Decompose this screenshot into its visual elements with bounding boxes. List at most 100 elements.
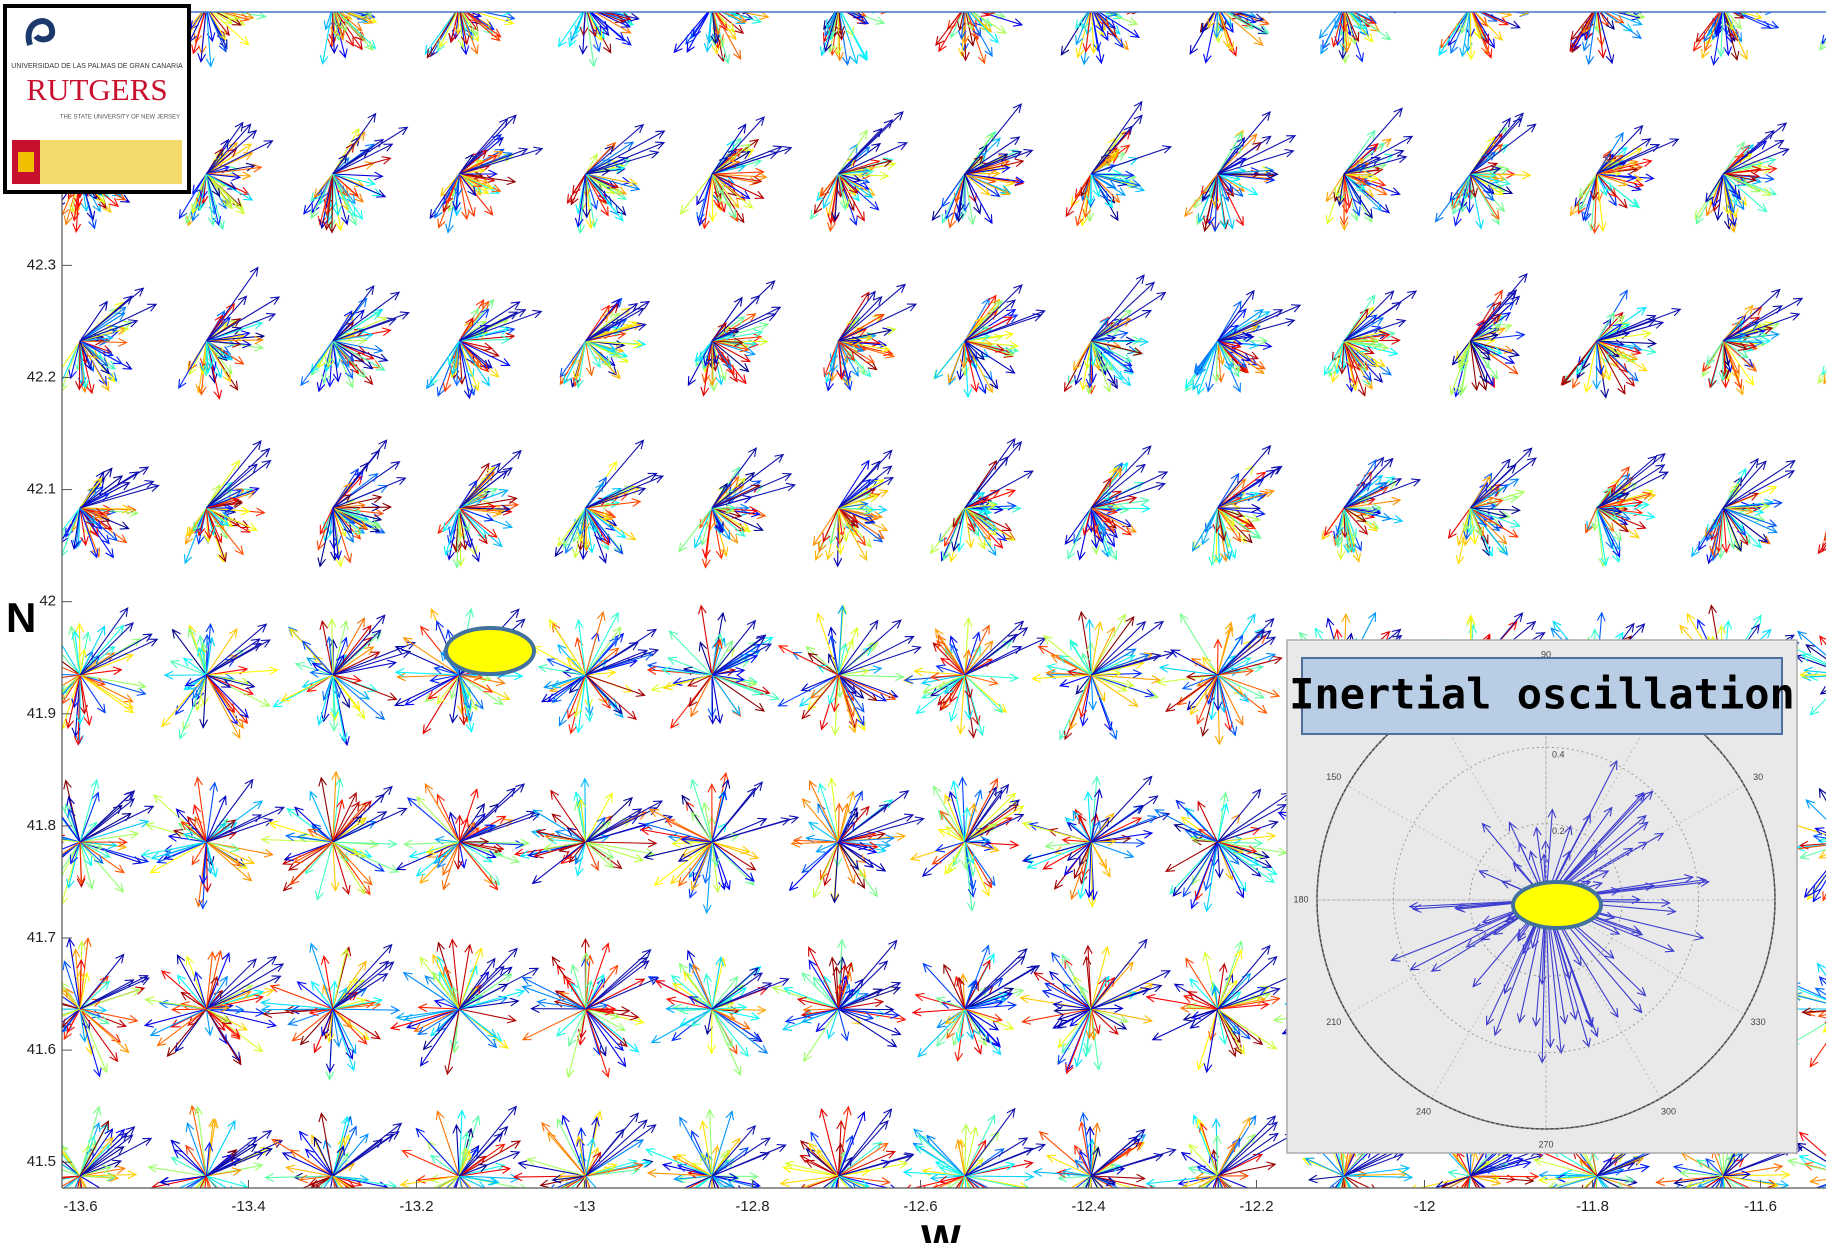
vector-arrow bbox=[586, 125, 644, 174]
rosette bbox=[567, 125, 664, 233]
vector-arrow bbox=[1344, 1176, 1381, 1206]
vector-arrow bbox=[712, 307, 780, 341]
vector-arrow bbox=[1218, 1009, 1277, 1049]
vector-arrow bbox=[425, 784, 459, 842]
rosette bbox=[1193, 446, 1282, 565]
vector-arrow bbox=[1822, 341, 1826, 375]
vector-arrow bbox=[838, 466, 891, 508]
vector-arrow bbox=[165, 842, 207, 856]
vector-arrow bbox=[802, 675, 838, 719]
vector-arrow bbox=[1091, 292, 1165, 341]
rosette bbox=[22, 1107, 151, 1237]
vector-arrow bbox=[206, 644, 260, 675]
vector-arrow bbox=[167, 1009, 206, 1056]
rosette bbox=[904, 618, 1046, 737]
rosette bbox=[1155, 789, 1290, 911]
vector-arrow bbox=[945, 795, 965, 842]
rosette bbox=[681, 117, 792, 228]
rosette bbox=[813, 450, 893, 566]
rosette bbox=[790, 778, 924, 902]
rosette bbox=[1702, 289, 1802, 394]
rosette bbox=[931, 439, 1033, 562]
vector-arrow bbox=[397, 842, 459, 870]
vector-arrow bbox=[1091, 776, 1152, 842]
vector-arrow bbox=[965, 439, 1015, 508]
vector-arrow bbox=[1218, 1122, 1277, 1176]
rosette bbox=[317, 440, 405, 566]
vector-arrow bbox=[206, 268, 258, 341]
rosette bbox=[1157, 614, 1281, 744]
vector-arrow bbox=[1218, 466, 1282, 508]
vector-arrow bbox=[310, 944, 333, 1009]
vector-arrow bbox=[80, 1009, 129, 1052]
rosette bbox=[1561, 290, 1680, 397]
vector-arrow bbox=[1155, 810, 1217, 842]
rosette bbox=[49, 467, 158, 557]
vector-arrow bbox=[459, 1009, 496, 1047]
vector-arrow bbox=[1203, 657, 1218, 675]
rosette bbox=[179, 123, 272, 229]
rosette bbox=[304, 114, 407, 233]
vector-arrow bbox=[1171, 650, 1217, 675]
vector-arrow bbox=[206, 815, 261, 842]
vector-arrow bbox=[177, 955, 206, 1009]
rosette bbox=[1065, 275, 1166, 393]
vector-arrow bbox=[1181, 614, 1218, 675]
rosette bbox=[1326, 108, 1412, 229]
vector-arrow bbox=[586, 809, 642, 842]
rosette bbox=[1450, 274, 1527, 396]
vector-arrow bbox=[1681, 1176, 1724, 1203]
vector-arrow bbox=[1191, 842, 1218, 908]
rosette bbox=[1020, 940, 1170, 1074]
rosette bbox=[391, 939, 538, 1074]
vector-arrow bbox=[1204, 1009, 1217, 1072]
vector-arrow bbox=[158, 1009, 207, 1046]
vector-arrow bbox=[26, 652, 80, 675]
rosette bbox=[179, 268, 279, 399]
vector-arrow bbox=[206, 1141, 282, 1176]
vector-arrow bbox=[1068, 508, 1091, 559]
vector-arrow bbox=[459, 842, 495, 858]
rosette bbox=[1186, 291, 1301, 394]
vector-arrow bbox=[1344, 108, 1402, 174]
rosette bbox=[301, 286, 409, 391]
vector-arrow bbox=[1147, 994, 1218, 1009]
vector-arrow bbox=[557, 1009, 586, 1036]
rosette bbox=[1449, 448, 1536, 563]
vector-arrow bbox=[712, 818, 766, 842]
vector-arrow bbox=[206, 1176, 227, 1236]
vector-arrow bbox=[80, 955, 124, 1009]
vector-arrow bbox=[712, 1009, 767, 1053]
vector-arrow bbox=[206, 842, 254, 864]
vector-arrow bbox=[941, 811, 965, 842]
rosette bbox=[781, 1107, 914, 1243]
vector-arrow bbox=[807, 1176, 839, 1226]
vector-arrow bbox=[1091, 796, 1157, 842]
vector-arrow bbox=[1561, 341, 1596, 385]
vector-arrow bbox=[942, 1176, 965, 1218]
vector-arrow bbox=[914, 1129, 965, 1176]
vector-arrow bbox=[1307, 1176, 1344, 1235]
vector-arrow bbox=[834, 1176, 842, 1243]
vector-arrow bbox=[965, 1176, 1006, 1197]
vector-arrow bbox=[1075, 341, 1091, 384]
rosette bbox=[1032, 612, 1173, 739]
vector-arrow bbox=[1788, 1159, 1826, 1176]
vector-arrow bbox=[586, 839, 657, 847]
vector-arrow bbox=[1218, 1009, 1244, 1054]
rosette bbox=[523, 939, 659, 1077]
rosette bbox=[274, 615, 415, 745]
vector-arrow bbox=[149, 1164, 207, 1176]
vector-arrow bbox=[320, 621, 333, 675]
rosette bbox=[1147, 1115, 1295, 1241]
vector-arrow bbox=[206, 675, 239, 738]
vector-arrow bbox=[1597, 454, 1665, 508]
vector-arrow bbox=[459, 974, 512, 1009]
vector-arrow bbox=[652, 1009, 712, 1043]
rosette bbox=[648, 606, 779, 728]
rosette bbox=[162, 624, 277, 739]
vector-arrow bbox=[824, 341, 839, 376]
vector-arrow bbox=[586, 1009, 606, 1056]
